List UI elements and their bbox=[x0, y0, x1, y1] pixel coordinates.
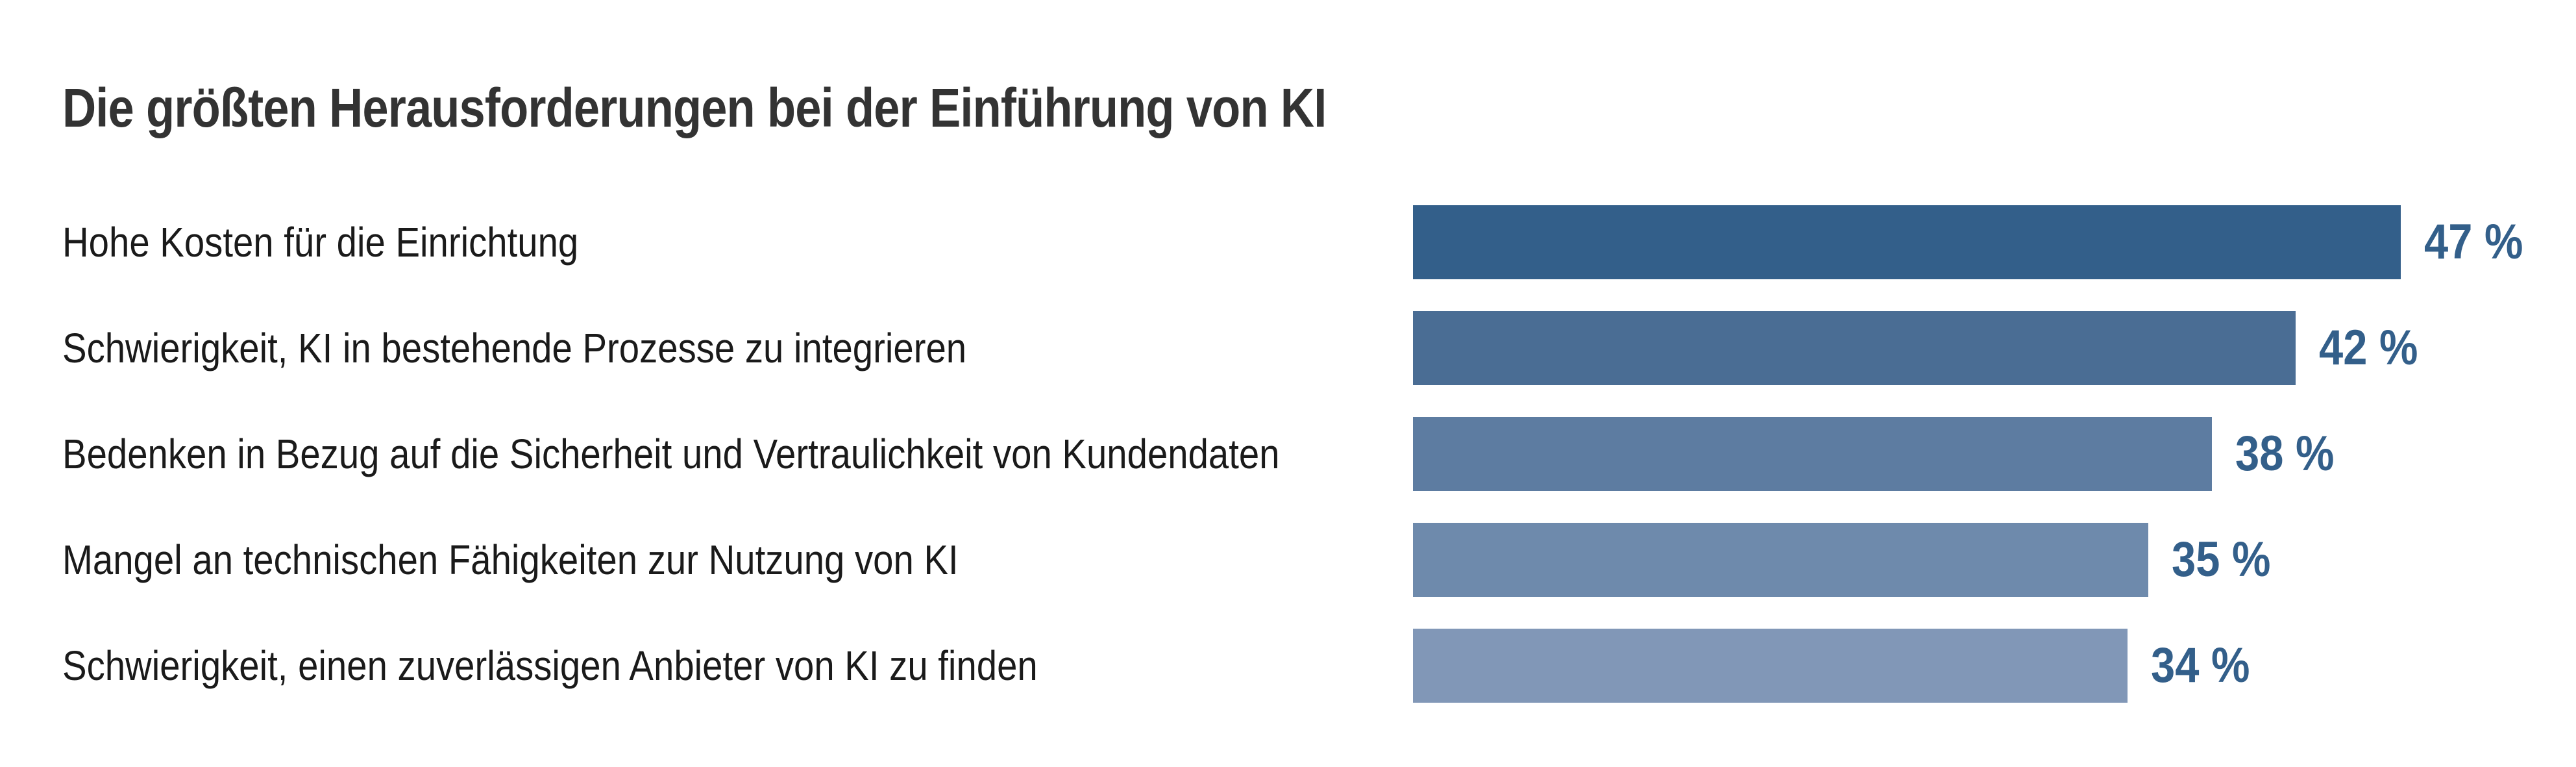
value-label: 34 % bbox=[2151, 638, 2250, 693]
bar bbox=[1413, 417, 2212, 491]
value-label: 42 % bbox=[2319, 320, 2418, 375]
value-label: 35 % bbox=[2172, 532, 2271, 587]
category-label: Mangel an technischen Fähigkeiten zur Nu… bbox=[62, 536, 959, 583]
category-label: Hohe Kosten für die Einrichtung bbox=[62, 219, 579, 266]
bar bbox=[1413, 629, 2128, 703]
value-label: 38 % bbox=[2235, 426, 2334, 481]
category-label: Schwierigkeit, einen zuverlässigen Anbie… bbox=[62, 642, 1038, 689]
category-label: Bedenken in Bezug auf die Sicherheit und… bbox=[62, 431, 1280, 477]
bar bbox=[1413, 311, 2296, 385]
value-label: 47 % bbox=[2424, 214, 2523, 270]
bar bbox=[1413, 205, 2401, 279]
category-label: Schwierigkeit, KI in bestehende Prozesse… bbox=[62, 325, 967, 371]
bar bbox=[1413, 523, 2149, 597]
chart-title: Die größten Herausforderungen bei der Ei… bbox=[62, 77, 1327, 138]
